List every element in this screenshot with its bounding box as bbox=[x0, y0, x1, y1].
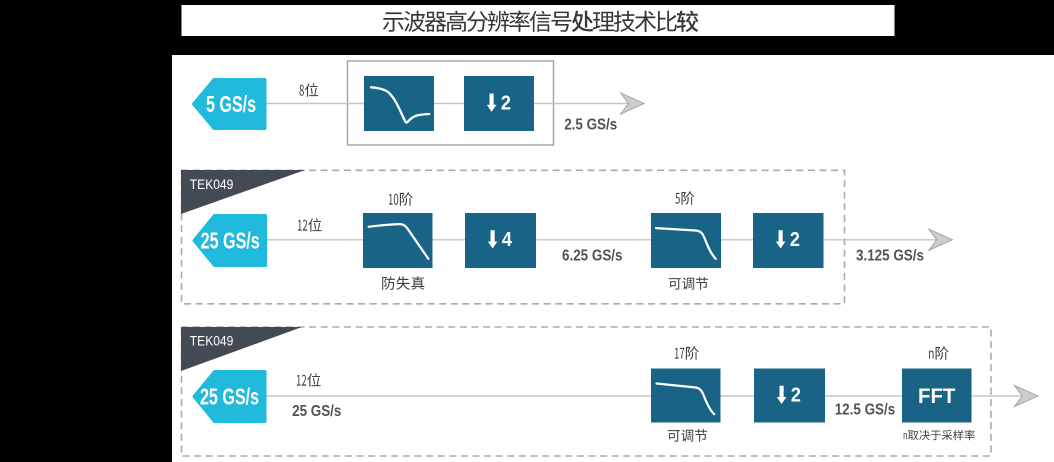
svg-text:5 GS/s: 5 GS/s bbox=[206, 92, 256, 117]
svg-text:12.5 GS/s: 12.5 GS/s bbox=[835, 402, 895, 419]
svg-text:FFT: FFT bbox=[918, 385, 956, 409]
svg-text:25 GS/s: 25 GS/s bbox=[200, 385, 259, 410]
svg-text:2: 2 bbox=[790, 229, 800, 251]
svg-text:2: 2 bbox=[501, 92, 511, 114]
svg-text:3.125 GS/s: 3.125 GS/s bbox=[856, 247, 924, 264]
svg-text:25 GS/s: 25 GS/s bbox=[292, 403, 341, 420]
svg-text:25 GS/s: 25 GS/s bbox=[201, 229, 260, 254]
svg-text:4: 4 bbox=[502, 229, 512, 251]
svg-text:TEK049: TEK049 bbox=[190, 177, 234, 193]
svg-text:TEK049: TEK049 bbox=[190, 333, 234, 349]
svg-text:6.25 GS/s: 6.25 GS/s bbox=[562, 247, 622, 264]
svg-text:2.5 GS/s: 2.5 GS/s bbox=[564, 117, 617, 134]
svg-text:2: 2 bbox=[791, 385, 801, 407]
